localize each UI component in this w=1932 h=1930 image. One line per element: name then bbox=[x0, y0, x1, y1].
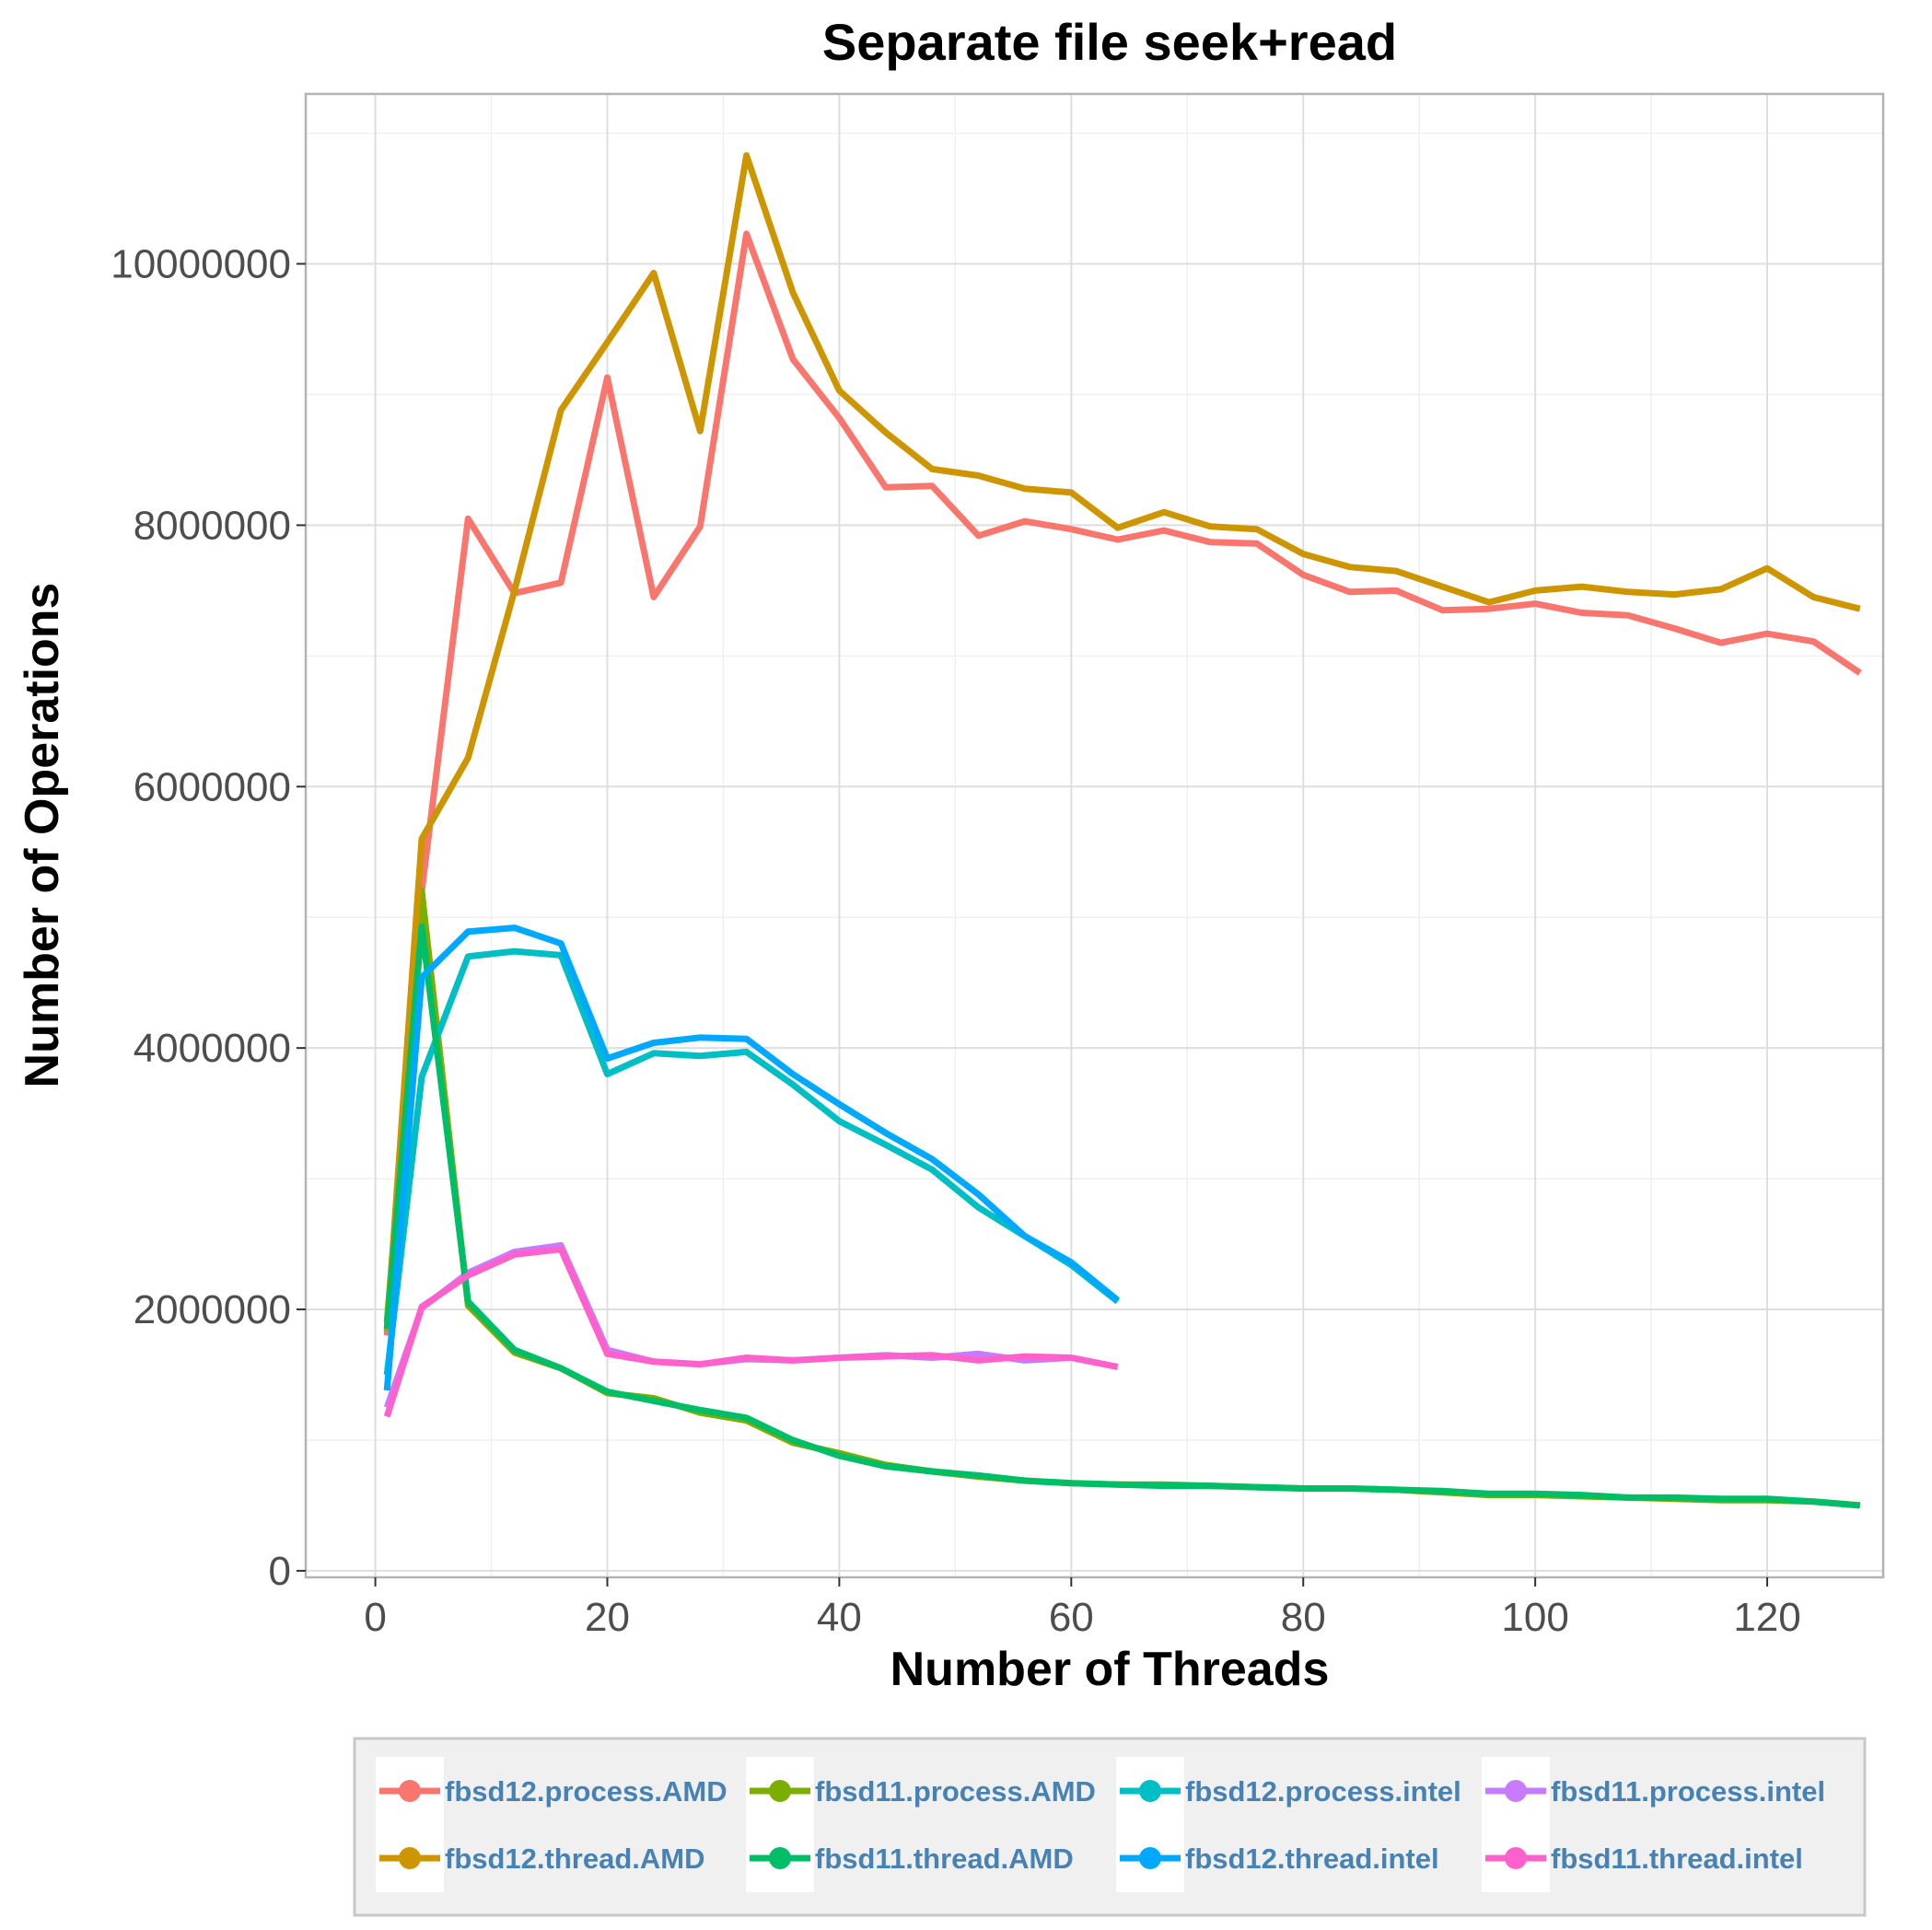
legend-item: fbsd12.process.AMD bbox=[376, 1757, 727, 1825]
legend-item: fbsd11.thread.intel bbox=[1482, 1824, 1803, 1892]
series-line-fbsd11-thread-AMD bbox=[383, 923, 1861, 1509]
legend-label: fbsd11.thread.intel bbox=[1551, 1843, 1803, 1875]
legend-key-dot bbox=[1505, 1780, 1527, 1802]
series-line-fbsd11-thread-intel bbox=[383, 1246, 1119, 1418]
legend-key-dot bbox=[769, 1780, 791, 1802]
series-line-fbsd12-process-intel bbox=[383, 948, 1120, 1376]
plot-panel bbox=[304, 92, 1885, 1579]
legend-key-dot bbox=[399, 1780, 421, 1802]
legend: fbsd12.process.AMD fbsd11.process.AMD fbsd… bbox=[353, 1737, 1867, 1917]
legend-label: fbsd11.thread.AMD bbox=[815, 1843, 1074, 1875]
y-tick-label: 6000000 bbox=[134, 764, 291, 809]
y-tick-label: 10000000 bbox=[111, 242, 291, 287]
legend-item: fbsd12.thread.intel bbox=[1116, 1824, 1439, 1892]
major-gridlines bbox=[306, 94, 1883, 1577]
legend-key-dot bbox=[769, 1847, 791, 1869]
legend-box bbox=[353, 1737, 1867, 1917]
plot-background bbox=[306, 94, 1883, 1577]
legend-item: fbsd11.process.intel bbox=[1482, 1757, 1825, 1825]
legend-label: fbsd12.thread.intel bbox=[1185, 1843, 1439, 1875]
x-tick-label: 0 bbox=[364, 1595, 386, 1640]
legend-key-dot bbox=[1139, 1780, 1161, 1802]
x-tick-label: 80 bbox=[1281, 1595, 1326, 1640]
legend-key-dot bbox=[1505, 1847, 1527, 1869]
x-tick-label: 120 bbox=[1733, 1595, 1800, 1640]
legend-label: fbsd11.process.AMD bbox=[815, 1775, 1096, 1808]
legend-label: fbsd12.process.AMD bbox=[445, 1775, 727, 1808]
legend-item: fbsd12.process.intel bbox=[1116, 1757, 1461, 1825]
x-tick-label: 100 bbox=[1501, 1595, 1568, 1640]
legend-label: fbsd12.process.intel bbox=[1185, 1775, 1461, 1808]
legend-item: fbsd12.thread.AMD bbox=[376, 1824, 704, 1892]
legend-items: fbsd12.process.AMD fbsd11.process.AMD fbsd… bbox=[376, 1757, 1825, 1892]
x-tick-label: 60 bbox=[1049, 1595, 1094, 1640]
series-line-fbsd12-thread-AMD bbox=[383, 152, 1861, 1332]
x-axis-title: Number of Threads bbox=[890, 1643, 1330, 1696]
plot-border bbox=[304, 92, 1885, 1579]
y-axis-title: Number of Operations bbox=[16, 583, 69, 1088]
legend-item: fbsd11.thread.AMD bbox=[746, 1824, 1074, 1892]
series-lines bbox=[383, 152, 1862, 1509]
y-tick-label: 4000000 bbox=[134, 1026, 291, 1071]
y-axis: 0 2000000 4000000 6000000 8000000 10000000 bbox=[111, 242, 306, 1594]
series-line-fbsd12-process-AMD bbox=[383, 230, 1862, 1336]
legend-label: fbsd12.thread.AMD bbox=[445, 1843, 704, 1875]
y-tick-label: 8000000 bbox=[134, 503, 291, 548]
chart-title: Separate file seek+read bbox=[822, 13, 1397, 71]
x-tick-label: 40 bbox=[817, 1595, 862, 1640]
y-tick-label: 0 bbox=[269, 1549, 291, 1594]
legend-key-dot bbox=[399, 1847, 421, 1869]
legend-label: fbsd11.process.intel bbox=[1551, 1775, 1825, 1808]
series-line-fbsd12-thread-intel bbox=[383, 924, 1120, 1391]
x-axis: 0 20 40 60 80 100 120 bbox=[364, 1577, 1801, 1640]
x-tick-label: 20 bbox=[585, 1595, 630, 1640]
legend-key-dot bbox=[1139, 1847, 1161, 1869]
legend-item: fbsd11.process.AMD bbox=[746, 1757, 1096, 1825]
y-tick-label: 2000000 bbox=[134, 1287, 291, 1332]
